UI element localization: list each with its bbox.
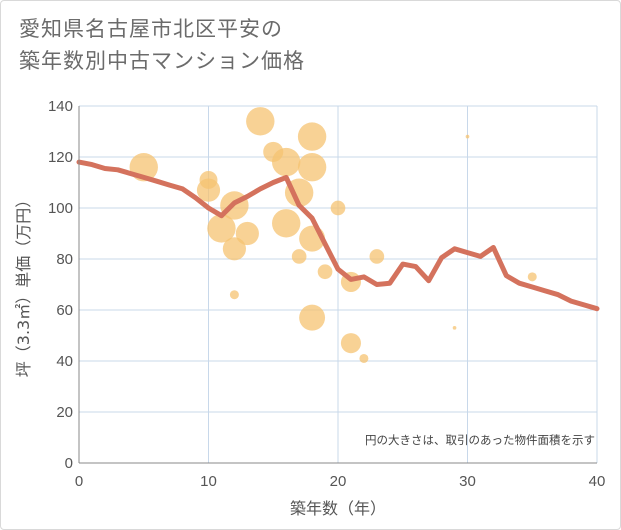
bubble-point (235, 221, 259, 246)
axes (78, 106, 597, 464)
bubble-point (527, 272, 537, 282)
bubble-point (229, 290, 239, 300)
y-tick-label: 40 (56, 353, 73, 370)
bubble-point (271, 147, 301, 177)
average-price-line (76, 159, 600, 312)
bubble-point (369, 249, 385, 264)
chart-title-line1: 愛知県名古屋市北区平安の (19, 17, 283, 41)
bubble-point (452, 326, 457, 330)
bubble-point (330, 200, 346, 216)
y-axis-title: 坪（3.3㎡）単価（万円） (14, 192, 33, 377)
x-tick-label: 10 (200, 473, 217, 490)
bubble-point (359, 353, 369, 363)
y-tick-label: 20 (56, 404, 73, 421)
bubble-point (299, 304, 326, 331)
bubble-point (317, 264, 333, 280)
x-tick-label: 30 (459, 473, 476, 490)
tick-labels: 0 20 40 60 80 100 120 140 0 10 20 30 40 (48, 98, 605, 490)
chart-title-line2: 築年数別中古マンション価格 (19, 49, 305, 73)
bubble-point (297, 152, 327, 182)
line-layer (76, 159, 600, 312)
x-tick-label: 0 (75, 473, 83, 490)
bubble-layer (129, 107, 537, 363)
x-tick-label: 40 (589, 473, 606, 490)
bubble-point (271, 209, 301, 238)
x-axis-title: 築年数（年） (290, 499, 386, 518)
bubble-point (196, 178, 221, 202)
chart-title: 愛知県名古屋市北区平安の 築年数別中古マンション価格 (19, 13, 305, 77)
y-tick-label: 120 (48, 149, 73, 166)
y-tick-label: 80 (56, 251, 73, 268)
y-tick-label: 0 (65, 455, 73, 472)
y-tick-label: 140 (48, 98, 73, 115)
bubble-point (222, 237, 246, 261)
x-tick-label: 20 (330, 473, 347, 490)
bubble-point (207, 214, 236, 243)
y-tick-label: 100 (48, 200, 73, 217)
grid-lines (79, 105, 598, 463)
bubble-point (246, 107, 275, 136)
bubble-point (291, 249, 307, 264)
bubble-point (340, 333, 361, 354)
y-tick-label: 60 (56, 302, 73, 319)
bubble-point (465, 134, 470, 139)
size-note: 円の大きさは、取引のあった物件面積を示す (365, 433, 595, 447)
bubble-point (297, 122, 327, 151)
